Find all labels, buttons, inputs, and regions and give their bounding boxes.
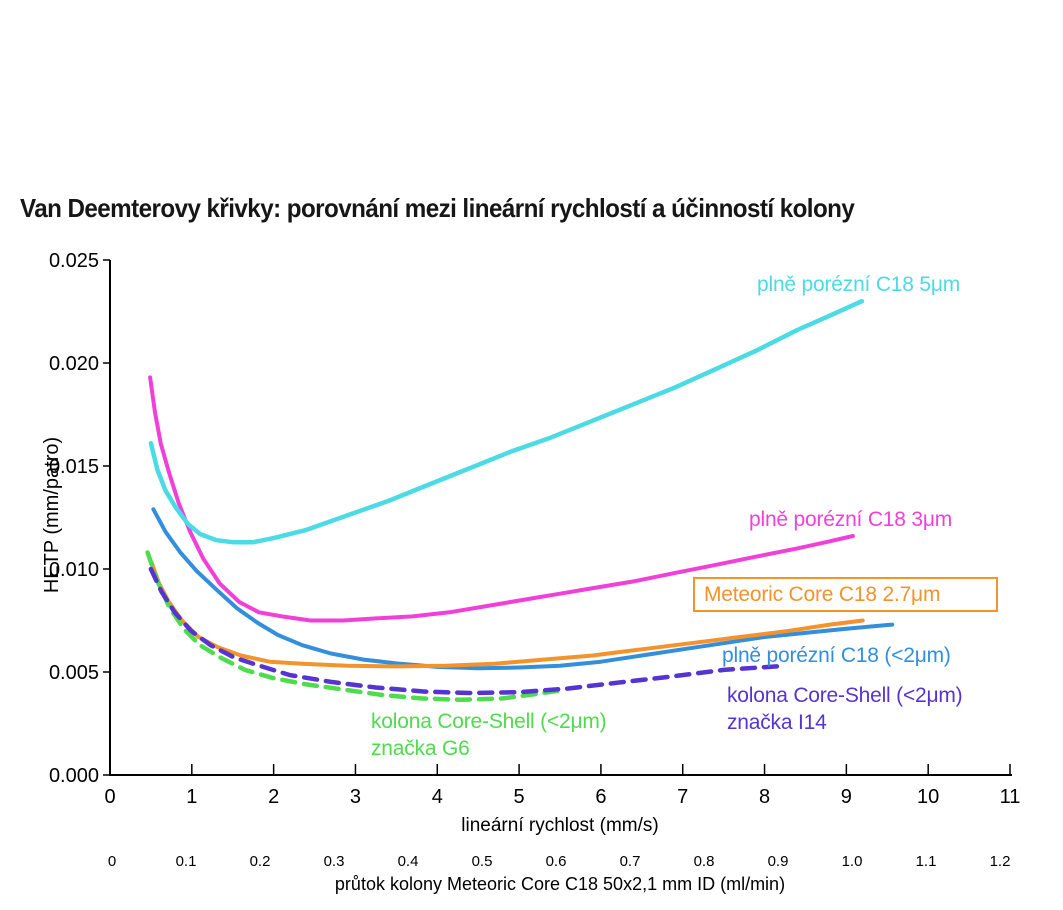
y-tick-label: 0.015	[49, 456, 99, 478]
x-tick-label: 2	[268, 786, 279, 808]
x-tick-label: 4	[432, 786, 443, 808]
series-curve-fully-porous-5um	[148, 298, 865, 545]
x-tick-label: 3	[350, 786, 361, 808]
x-tick-label: 10	[917, 786, 939, 808]
series-curve-core-shell-i14	[148, 566, 788, 696]
series-label-fully-porous-3um: plně porézní C18 3μm	[749, 508, 953, 531]
x2-tick-label: 1.2	[990, 853, 1011, 870]
x-tick-label: 9	[841, 786, 852, 808]
x2-tick-label: 1.0	[842, 853, 863, 870]
series-label-core-shell-g6-line1: kolona Core-Shell (<2μm)	[371, 710, 607, 733]
series-label-core-shell-i14: kolona Core-Shell (<2μm) značka I14	[727, 682, 963, 736]
x-axis-label: lineární rychlost (mm/s)	[461, 815, 659, 836]
x-tick-label: 0	[104, 786, 115, 808]
x-tick-label: 11	[1000, 786, 1021, 808]
x2-tick-label: 0.1	[176, 853, 197, 870]
x-tick-label: 7	[677, 786, 688, 808]
series-curve-core-shell-g6	[145, 550, 563, 703]
x2-tick-label: 0.5	[472, 853, 493, 870]
y-tick-label: 0.000	[49, 765, 99, 787]
x-tick-label: 1	[186, 786, 197, 808]
x2-tick-label: 0.2	[250, 853, 271, 870]
y-tick-label: 0.020	[49, 353, 99, 375]
x2-tick-label: 0.9	[768, 853, 789, 870]
y-tick-label: 0.025	[49, 250, 99, 272]
y-tick-label: 0.010	[49, 559, 99, 581]
x2-tick-label: 0.8	[694, 853, 715, 870]
x2-tick-label: 0.7	[620, 853, 641, 870]
series-label-meteoric-core-text: Meteoric Core C18 2.7μm	[704, 583, 941, 606]
series-label-fully-porous-5um: plně porézní C18 5μm	[757, 273, 961, 296]
series-label-core-shell-i14-line2: značka I14	[727, 711, 827, 734]
x2-tick-label: 0	[108, 853, 116, 870]
x2-tick-label: 0.4	[398, 853, 419, 870]
x2-tick-label: 0.6	[546, 853, 567, 870]
series-curve-fully-porous-3um	[148, 375, 855, 623]
y-axis-label: HETP (mm/patro)	[41, 436, 63, 594]
x-tick-label: 6	[595, 786, 606, 808]
series-label-fully-porous-sub2um: plně porézní C18 (<2μm)	[722, 644, 951, 667]
x2-tick-label: 1.1	[916, 853, 937, 870]
chart-title: Van Deemterovy křivky: porovnání mezi li…	[20, 193, 855, 223]
series-label-core-shell-g6: kolona Core-Shell (<2μm) značka G6	[371, 708, 607, 762]
series-label-core-shell-i14-line1: kolona Core-Shell (<2μm)	[727, 684, 963, 707]
x-tick-label: 5	[514, 786, 525, 808]
x2-tick-label: 0.3	[324, 853, 345, 870]
series-label-meteoric-core-box: Meteoric Core C18 2.7μm	[693, 577, 998, 612]
x-tick-label: 8	[759, 786, 770, 808]
x2-axis-label: průtok kolony Meteoric Core C18 50x2,1 m…	[334, 874, 786, 894]
series-label-core-shell-g6-line2: značka G6	[371, 737, 470, 760]
y-tick-label: 0.005	[49, 662, 99, 684]
